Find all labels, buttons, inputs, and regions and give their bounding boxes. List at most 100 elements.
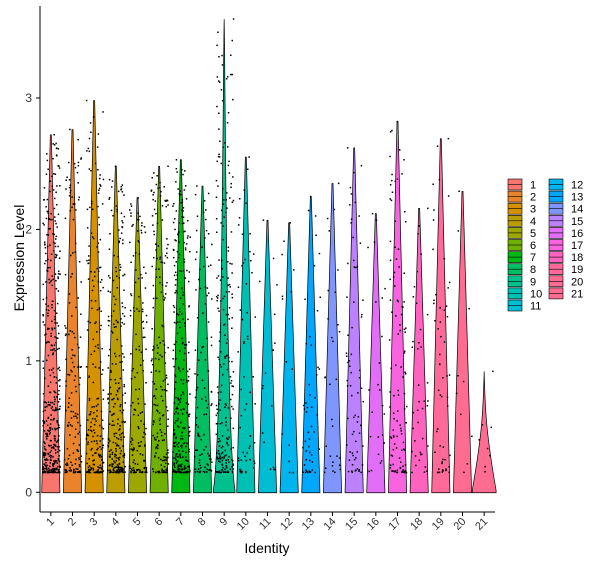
data-point <box>160 190 162 193</box>
data-point <box>217 294 219 297</box>
data-point <box>141 224 143 227</box>
data-point <box>90 232 93 234</box>
data-point <box>152 224 154 226</box>
x-tick-label: 4 <box>109 516 122 529</box>
data-point <box>135 388 137 391</box>
data-point <box>185 451 187 454</box>
data-point <box>175 471 177 474</box>
data-point <box>59 471 61 474</box>
legend-label-2: 2 <box>530 192 536 204</box>
data-point <box>242 451 244 454</box>
data-point <box>180 466 182 468</box>
data-point <box>440 395 443 398</box>
data-point <box>176 274 178 276</box>
data-point <box>158 358 160 361</box>
data-point <box>52 467 54 470</box>
data-point <box>347 417 349 420</box>
data-point <box>226 437 228 440</box>
data-point <box>135 333 137 336</box>
data-point <box>89 413 92 415</box>
data-point <box>377 453 380 456</box>
data-point <box>47 309 50 312</box>
data-point <box>203 449 205 451</box>
data-point <box>262 385 264 387</box>
data-point <box>44 243 46 245</box>
data-point <box>122 242 124 245</box>
data-point <box>228 160 230 163</box>
data-point <box>232 371 235 373</box>
data-point <box>132 461 135 464</box>
data-point <box>196 374 199 376</box>
data-point <box>183 222 185 224</box>
data-point <box>108 275 110 277</box>
data-point <box>167 418 169 420</box>
data-point <box>143 266 145 268</box>
data-point <box>314 397 316 399</box>
data-point <box>220 452 223 455</box>
data-point <box>216 458 219 460</box>
data-point <box>91 406 93 408</box>
data-point <box>66 176 68 178</box>
data-point <box>185 198 188 200</box>
data-point <box>201 453 203 455</box>
data-point <box>137 426 139 428</box>
data-point <box>217 80 220 82</box>
data-point <box>216 160 218 163</box>
data-point <box>130 212 132 214</box>
data-point <box>99 183 101 186</box>
data-point <box>109 233 111 235</box>
data-point <box>181 287 183 290</box>
data-point <box>137 398 139 400</box>
data-point <box>441 461 443 463</box>
data-point <box>184 427 186 429</box>
data-point <box>175 181 177 183</box>
data-point <box>69 189 72 192</box>
data-point <box>337 269 339 271</box>
data-point <box>172 457 175 459</box>
data-point <box>101 462 104 464</box>
data-point <box>224 334 226 336</box>
data-point <box>252 253 255 255</box>
data-point <box>211 461 213 463</box>
data-point <box>166 199 169 202</box>
data-point <box>239 309 242 311</box>
data-point <box>166 281 168 284</box>
data-point <box>205 218 207 221</box>
data-point <box>224 449 226 452</box>
data-point <box>72 252 74 254</box>
data-point <box>50 457 52 459</box>
data-point <box>92 435 94 438</box>
data-point <box>184 325 186 327</box>
data-point <box>138 445 140 447</box>
data-point <box>70 470 72 472</box>
data-point <box>210 391 213 393</box>
data-point <box>157 187 159 189</box>
data-point <box>219 457 221 459</box>
data-point <box>399 424 401 426</box>
legend-label-5: 5 <box>530 228 536 240</box>
data-point <box>188 451 190 453</box>
data-point <box>42 421 45 424</box>
data-point <box>199 287 202 290</box>
data-point <box>220 391 222 393</box>
data-point <box>96 409 98 412</box>
data-point <box>353 301 355 303</box>
data-point <box>48 282 51 284</box>
data-point <box>392 429 394 431</box>
data-point <box>165 457 168 459</box>
data-point <box>45 206 47 208</box>
data-point <box>182 427 184 429</box>
data-point <box>227 429 229 431</box>
data-point <box>152 434 154 437</box>
data-point <box>253 462 256 465</box>
data-point <box>243 341 245 343</box>
data-point <box>156 222 159 225</box>
data-point <box>206 468 208 470</box>
data-point <box>179 455 181 457</box>
legend-label-10: 10 <box>530 288 542 300</box>
data-point <box>93 350 96 352</box>
data-point <box>359 369 361 372</box>
data-point <box>332 461 334 463</box>
data-point <box>204 286 207 288</box>
data-point <box>91 279 94 282</box>
